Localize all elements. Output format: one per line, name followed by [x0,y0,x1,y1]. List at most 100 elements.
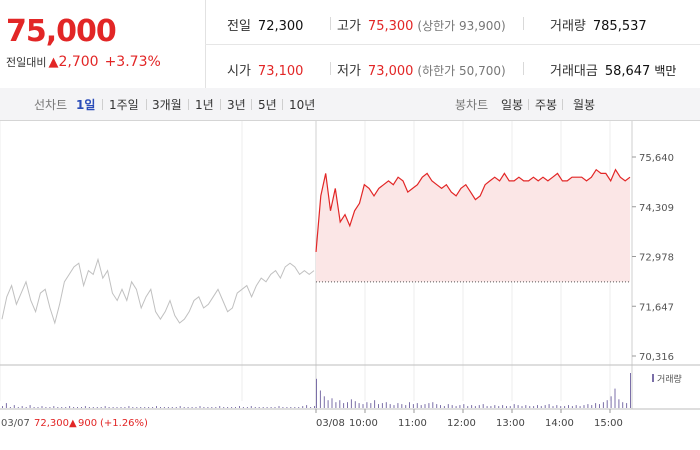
today-volume-bar [626,403,628,408]
prev-volume-bar [37,407,39,408]
x-tick-label: 11:00 [398,418,427,429]
prev-volume-bar [136,407,138,408]
y-tick-label: 70,316 [639,352,674,363]
prev-volume-bar [191,407,193,408]
prev-volume-bar [207,407,209,408]
today-volume-bar [323,396,325,408]
prev-volume-bar [278,406,280,408]
today-volume-bar [366,402,368,408]
y-tick-label: 75,640 [639,153,674,164]
prev-volume-bar [215,407,217,408]
today-volume-bar [513,404,515,408]
prev-volume-bar [235,407,236,408]
today-volume-bar [568,405,569,408]
prev-volume-bar [294,407,296,408]
prev-volume-bar [61,407,63,408]
prev-volume-bar [120,407,122,408]
today-volume-bar [393,405,395,408]
prev-volume-bar [77,407,78,408]
prev-volume-bar [84,406,86,408]
today-volume-bar [416,403,418,408]
tab-weekly-candle[interactable]: 주봉 [535,98,558,112]
today-volume-bar [482,404,484,408]
prev-volume-bar [88,407,90,408]
prev-volume-bar [156,406,157,408]
today-volume-bar [509,406,511,408]
tab-3year[interactable]: 3년 [227,98,246,112]
tab-10year[interactable]: 10년 [289,98,316,112]
stat-volume: 거래량 785,537 [550,19,647,34]
today-volume-bar [436,404,438,408]
today-volume-bar [529,406,531,408]
today-volume-bar [618,399,620,409]
tab-5year[interactable]: 5년 [258,98,277,112]
prev-volume-bar [199,406,201,408]
today-volume-bar [560,406,562,408]
today-volume-bar [397,403,399,408]
tab-3month[interactable]: 3개월 [152,98,182,112]
prev-volume-bar [69,406,71,408]
prev-volume-bar [152,407,154,408]
today-volume-bar [548,404,550,408]
tab-daily-candle[interactable]: 일봉 [501,98,524,112]
today-volume-bar [506,406,507,408]
tab-1day[interactable]: 1일 [76,98,96,112]
today-volume-bar [552,406,554,408]
quote-header: 75,000 전일대비 ▲2,700 +3.73% 전일 72,300 고가 75,30… [0,0,700,89]
tab-1year[interactable]: 1년 [195,98,214,112]
prev-volume-bar [310,407,312,408]
today-volume-bar [385,402,387,408]
today-volume-bar [374,400,376,408]
x-tick-label: 10:00 [349,418,378,429]
prev-volume-bar [65,407,67,408]
prev-volume-bar [2,406,3,408]
today-volume-bar [424,404,426,408]
prev-volume-bar [57,407,59,408]
prev-volume-bar [21,406,23,408]
today-volume-bar [467,406,469,408]
x-tick-label: 15:00 [594,418,623,429]
prev-volume-bar [219,406,221,408]
today-volume-bar [362,404,364,408]
x-tick-label: 03/08 [316,418,345,429]
tab-monthly-candle[interactable]: 월봉 [573,98,596,112]
today-volume-bar [474,406,476,408]
prev-volume-bar [246,407,248,408]
prev-volume-bar [167,407,169,408]
prev-volume-bar [302,406,304,408]
prev-day-change-pct: (+1.26%) [100,418,148,429]
today-volume-bar [614,388,616,408]
change-percent: +3.73% [104,54,161,70]
prev-volume-bar [81,407,82,408]
prev-volume-bar [290,407,292,408]
prev-volume-bar [262,407,264,408]
today-volume-bar [533,406,535,408]
today-volume-bar [370,403,372,408]
prev-volume-bar [116,407,118,408]
prev-volume-bar [108,407,110,408]
prev-volume-bar [270,407,272,408]
today-volume-bar [459,405,461,408]
prev-day-summary: 03/07 72,300 ▲ 900 (+1.26%) [1,418,148,429]
today-volume-bar [463,404,465,408]
volume-legend-label: 거래량 [657,373,682,385]
price-chart: 75,640 74,309 72,978 71,647 70,316 거래량 03/08… [0,121,700,429]
prev-volume-bar [286,407,288,408]
volume-legend-swatch [652,374,654,382]
x-tick-label: 13:00 [496,418,525,429]
prev-volume-bar [17,407,19,408]
today-volume-bar [405,405,407,408]
today-volume-bar [319,390,321,408]
today-volume-bar [490,406,492,408]
prev-volume-bar [211,407,213,408]
prev-day-close: 72,300 [34,418,69,429]
prev-volume-bar [29,405,31,408]
prev-volume-bar [274,407,276,408]
stat-low: 저가 73,000 (하한가 50,700) [337,64,506,79]
prev-day-date: 03/07 [1,418,30,429]
chart-toolbar: 선차트 1일 1주일 3개월 1년 3년 5년 10년 봉차트 일봉 주봉 월봉 [0,88,700,121]
tab-1week[interactable]: 1주일 [109,98,139,112]
today-volume-bar [630,373,631,408]
prev-volume-bar [203,407,205,408]
today-volume-bar [587,404,589,408]
